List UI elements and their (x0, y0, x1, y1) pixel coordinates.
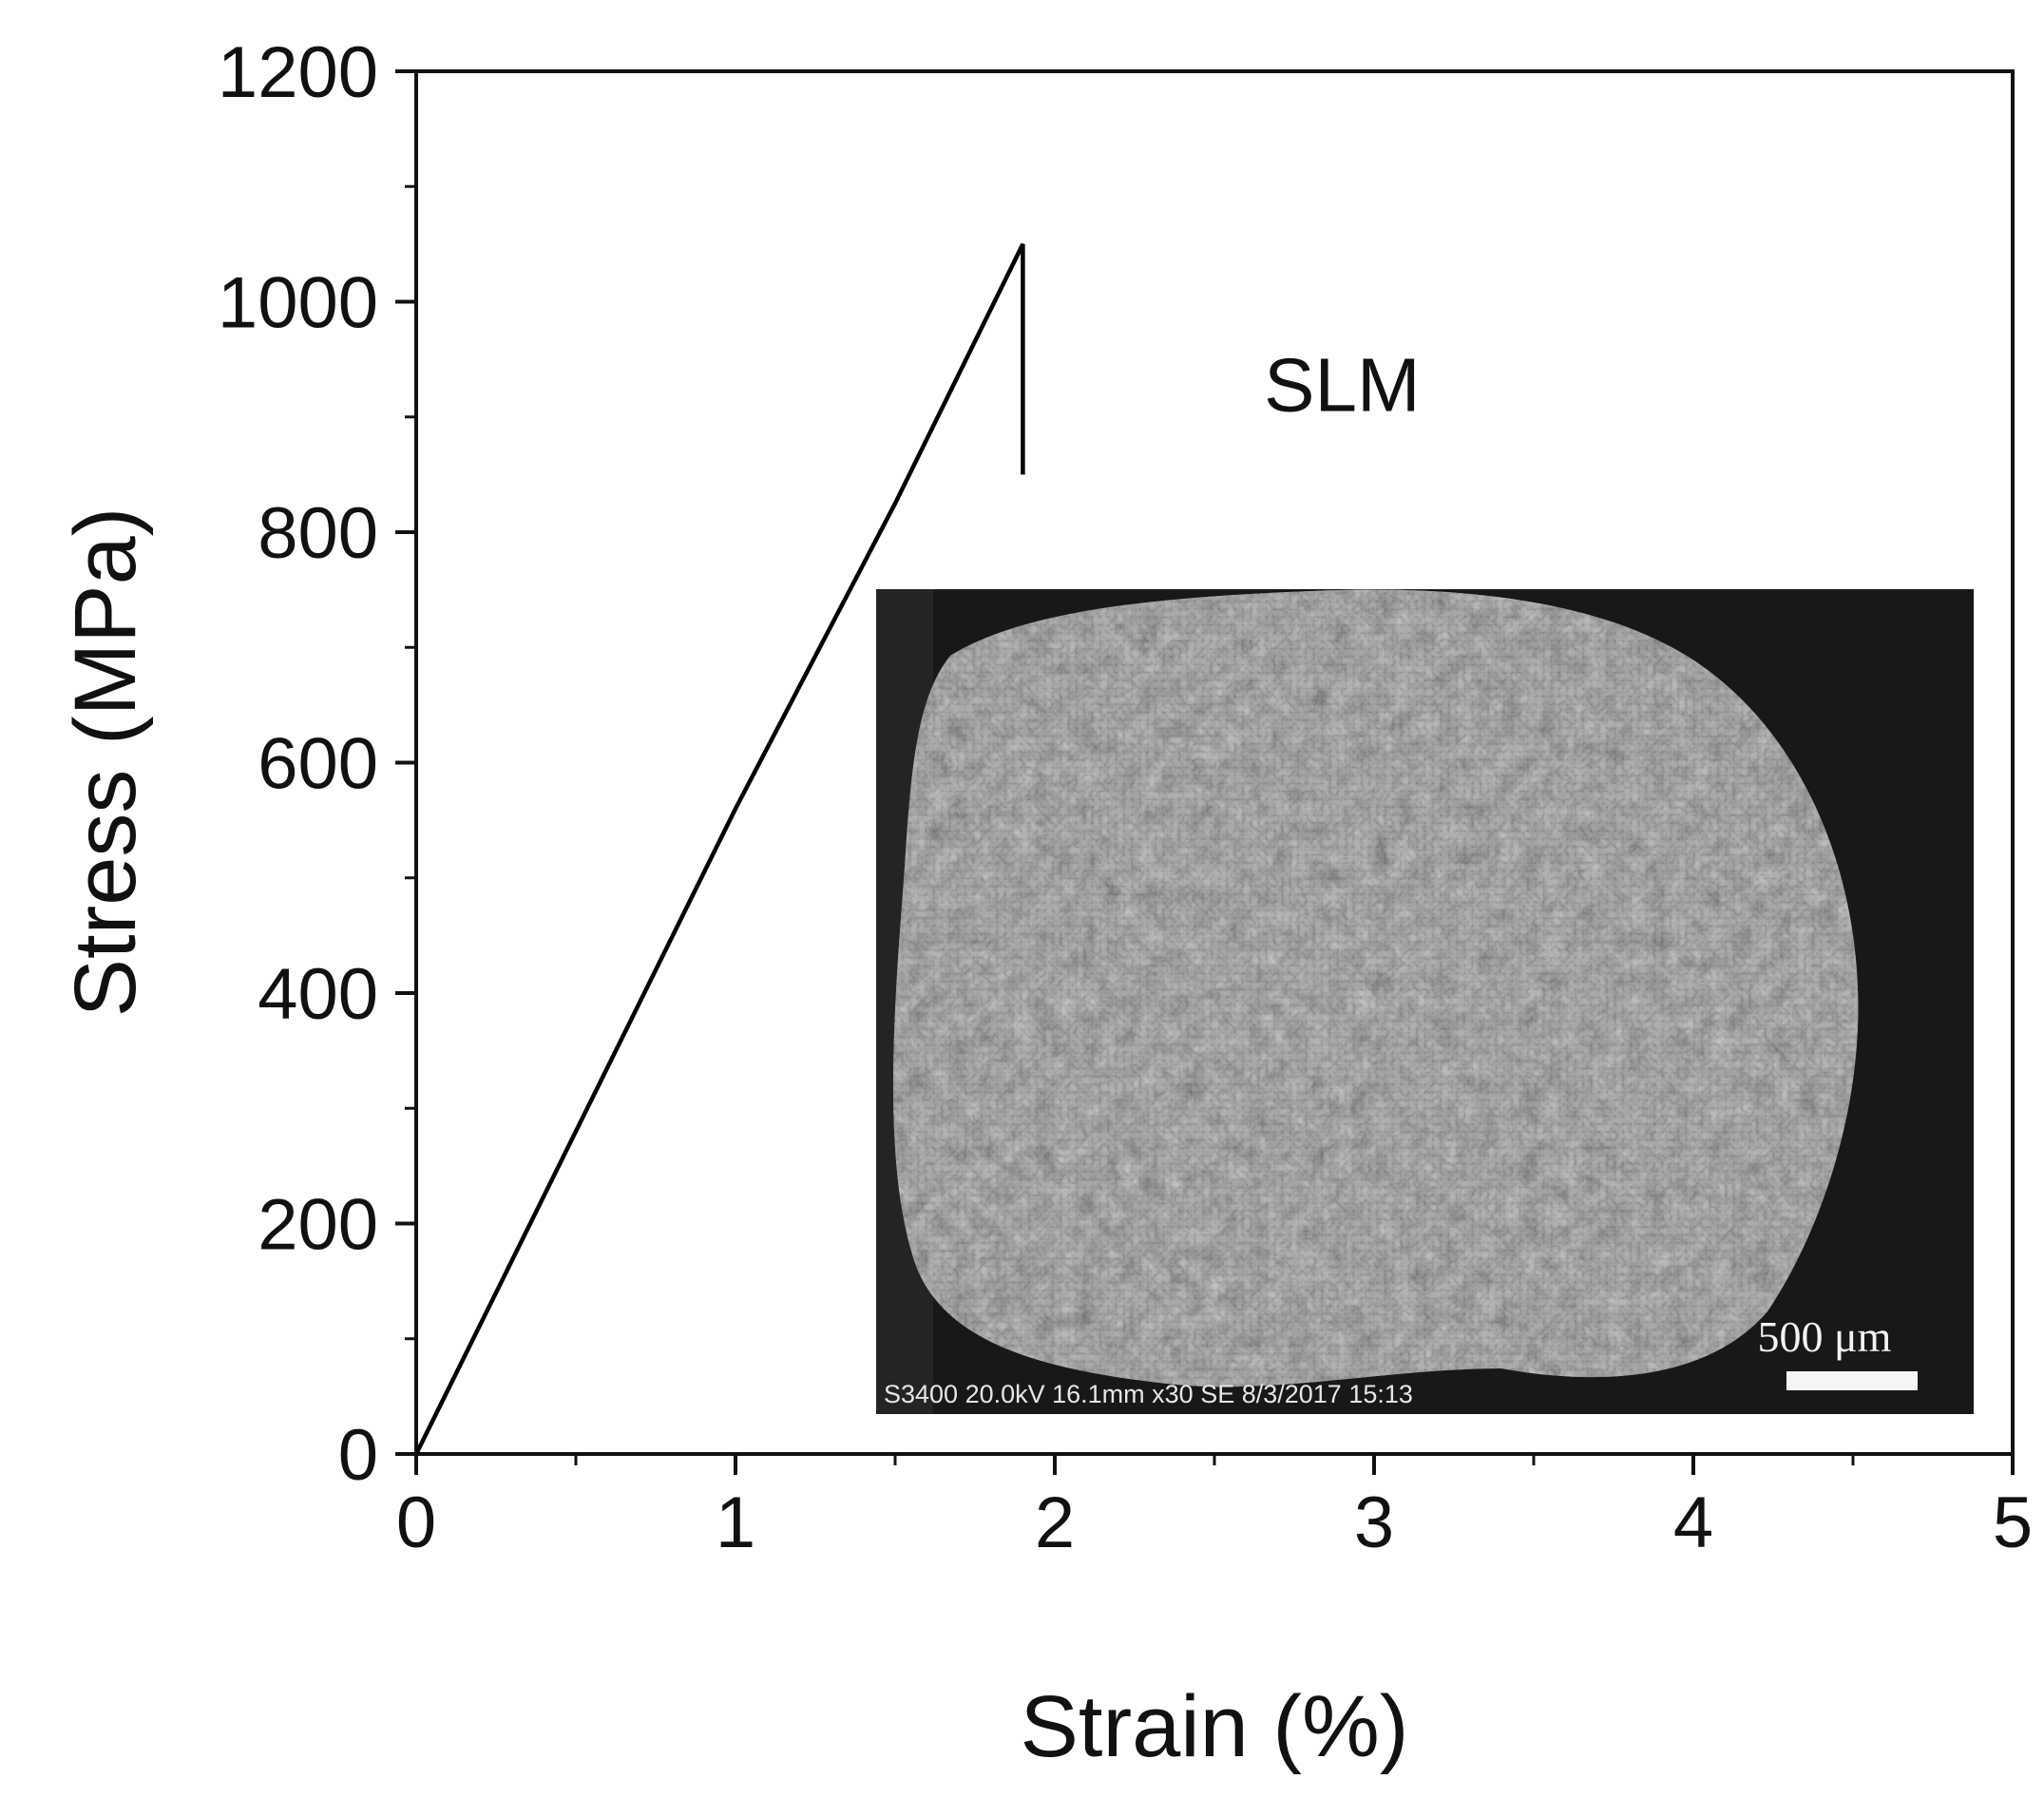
tick-labels-layer: 0 1 2 3 4 5 0 200 400 600 800 1000 1200 (218, 32, 2033, 1563)
y-tick-label: 600 (258, 724, 378, 805)
x-tick-label: 4 (1673, 1482, 1713, 1563)
x-tick-label: 5 (1993, 1482, 2033, 1563)
y-tick-label: 800 (258, 493, 378, 574)
ticks-layer (395, 69, 2015, 1475)
x-tick-label: 3 (1354, 1482, 1394, 1563)
y-tick-label: 400 (258, 954, 378, 1035)
y-tick-label: 0 (338, 1415, 378, 1496)
sem-metadata: S3400 20.0kV 16.1mm x30 SE 8/3/2017 15:1… (884, 1380, 1413, 1408)
sem-inset: S3400 20.0kV 16.1mm x30 SE 8/3/2017 15:1… (876, 589, 1974, 1414)
x-axis-title: Strain (%) (1021, 1678, 1409, 1775)
series-layer (413, 242, 1025, 1455)
y-tick-label: 1200 (218, 32, 378, 113)
y-tick-label: 200 (258, 1185, 378, 1266)
scale-bar-label: 500 μm (1758, 1312, 1892, 1361)
y-tick-label: 1000 (218, 263, 378, 344)
fracture-surface (893, 589, 1859, 1387)
x-tick-label: 2 (1035, 1482, 1075, 1563)
y-axis-title: Stress (MPa) (57, 507, 154, 1018)
x-tick-label: 0 (396, 1482, 436, 1563)
x-tick-label: 1 (716, 1482, 755, 1563)
stress-strain-series-line (413, 242, 1025, 1455)
annotation-slm: SLM (1264, 343, 1421, 428)
scale-bar (1786, 1371, 1918, 1390)
